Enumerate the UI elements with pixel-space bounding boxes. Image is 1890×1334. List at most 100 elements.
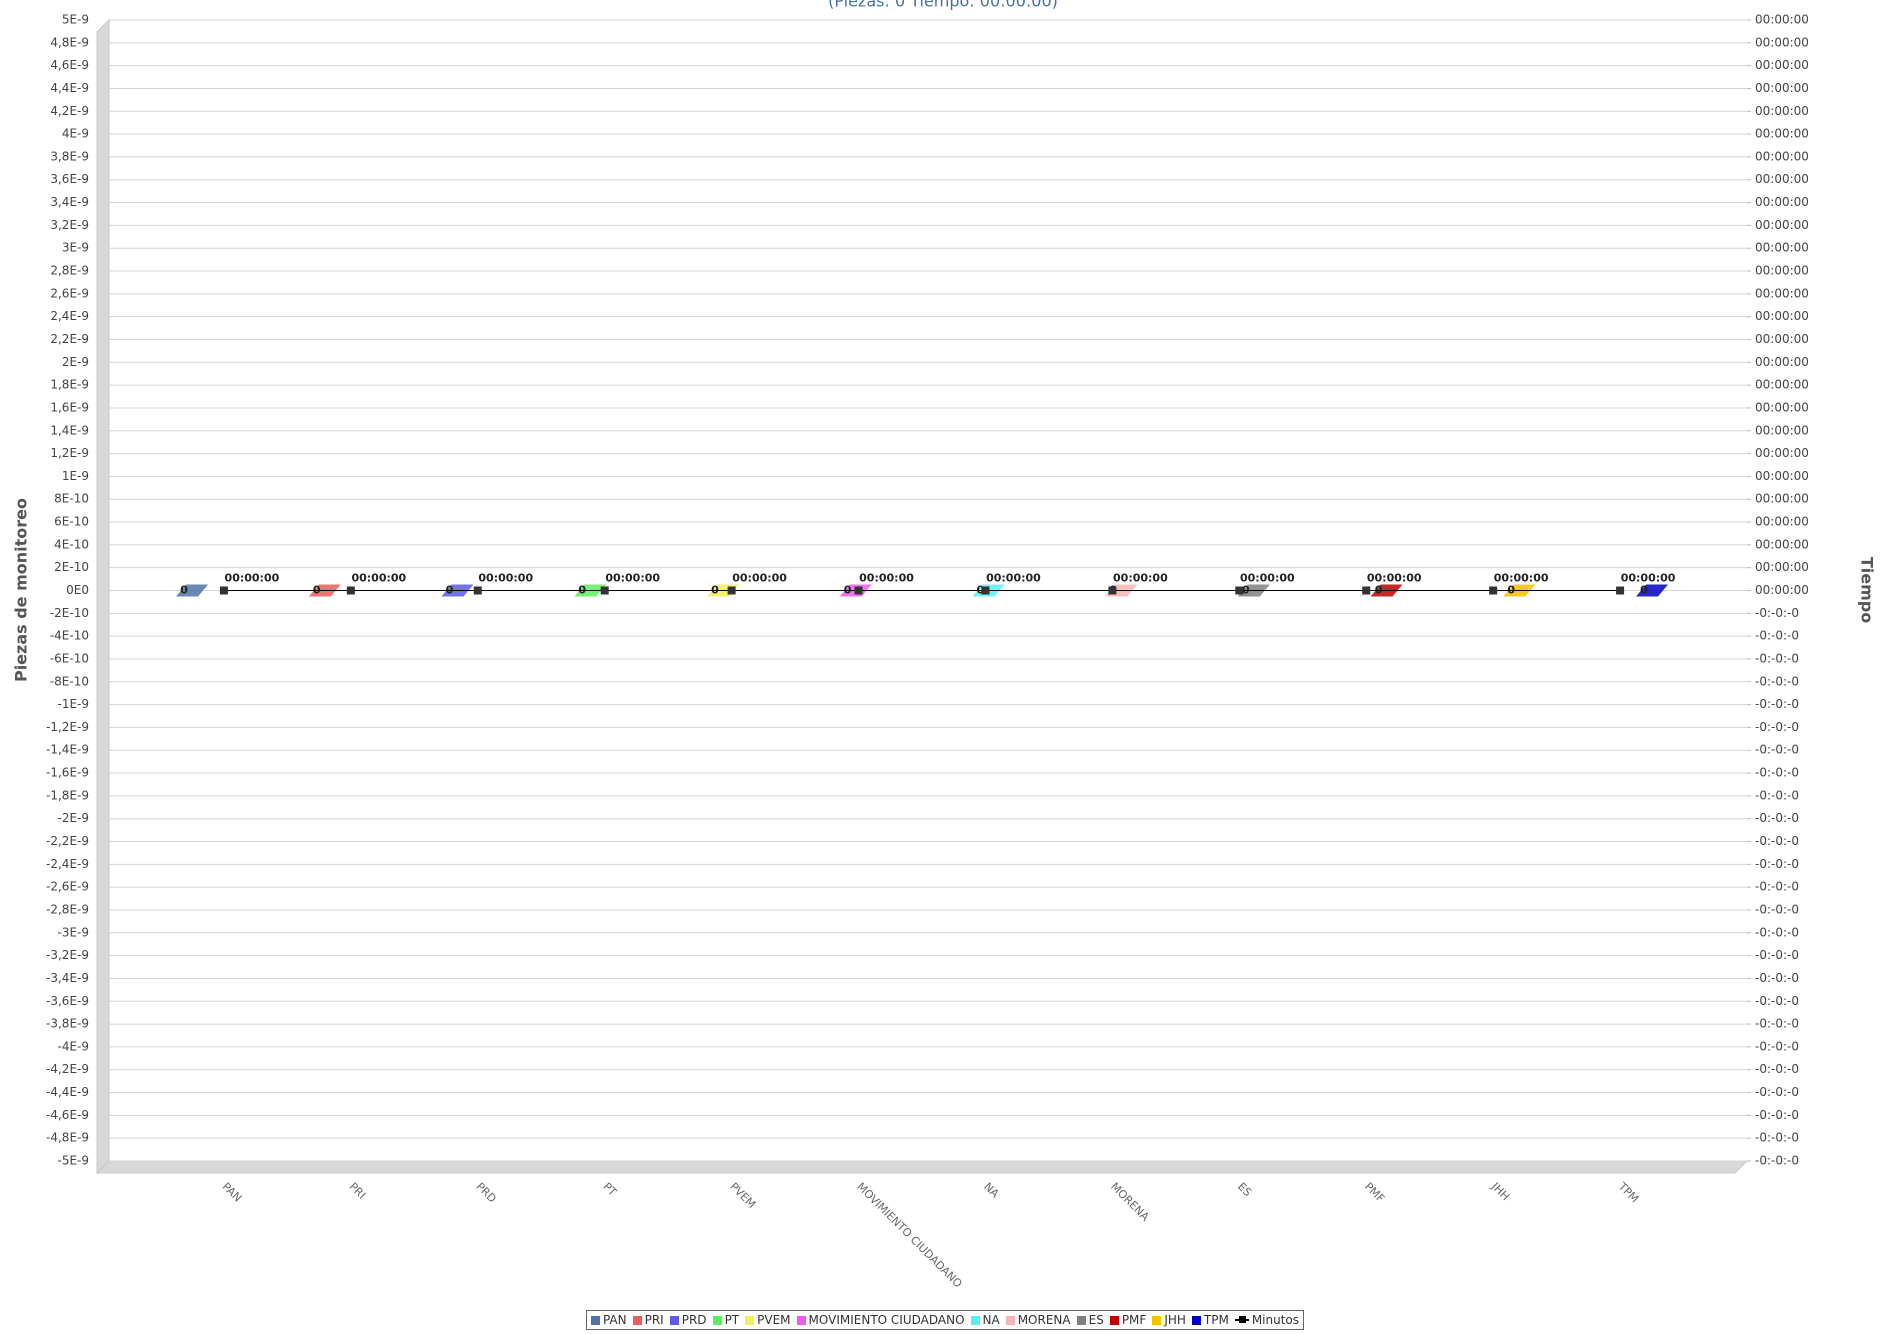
y2-tick-label: 00:00:00 [1755, 309, 1809, 323]
legend-swatch [1076, 1315, 1086, 1325]
y-tick-label: 2,8E-9 [50, 264, 89, 278]
y-tick-label: 1,4E-9 [50, 423, 89, 437]
legend-label: Minutos [1251, 1313, 1300, 1327]
y2-tick-label: -0:-0:-0 [1755, 834, 1799, 848]
y-tick-label: 4,2E-9 [50, 104, 89, 118]
legend-item[interactable]: MORENA [1005, 1313, 1071, 1327]
y-tick-label: -2,4E-9 [46, 857, 89, 871]
y2-tick-label: -0:-0:-0 [1755, 1062, 1799, 1076]
y-tick-label: 3,2E-9 [50, 218, 89, 232]
data-label: 00:00:00 [478, 572, 533, 585]
y2-tick-label: -0:-0:-0 [1755, 1154, 1799, 1168]
data-label: 0 [1640, 584, 1648, 597]
y2-tick-label: 00:00:00 [1755, 400, 1809, 414]
legend-swatch [796, 1315, 806, 1325]
chart: (Piezas: 0 Tiempo: 00:00:00) Piezas de m… [12, 0, 1877, 1291]
y-tick-label: 2E-9 [62, 355, 89, 369]
y2-tick-label: -0:-0:-0 [1755, 902, 1799, 916]
y-tick-label: 8E-10 [54, 492, 89, 506]
legend-item[interactable]: PAN [590, 1313, 627, 1327]
legend-item[interactable]: Minutos [1234, 1313, 1300, 1327]
legend-item[interactable]: PMF [1109, 1313, 1146, 1327]
line-marker [981, 586, 990, 595]
legend-swatch [632, 1315, 642, 1325]
left-wall [96, 18, 110, 1175]
floor [95, 1160, 1749, 1174]
y-tick-label: -4E-9 [57, 1039, 89, 1053]
x-tick-label: PVEM [727, 1180, 758, 1211]
legend-item[interactable]: NA [970, 1313, 1000, 1327]
y-tick-label: -2,2E-9 [46, 834, 89, 848]
legend-label: PRD [681, 1313, 707, 1327]
legend-marker [1238, 1316, 1246, 1323]
x-tick-label: PAN [220, 1180, 245, 1205]
legend: PAN PRI PRD PT PVEM MOVIMIENTO CIUDADANO NA MOR… [0, 1310, 1890, 1330]
y2-axis-title: Tiempo [1858, 557, 1877, 623]
y-tick-label: 4,8E-9 [50, 35, 89, 49]
legend-label: JHH [1164, 1313, 1186, 1327]
y2-tick-label: -0:-0:-0 [1755, 1017, 1799, 1031]
legend-item[interactable]: JHH [1152, 1313, 1186, 1327]
legend-label: PT [724, 1313, 740, 1327]
y-tick-label: -3E-9 [57, 925, 89, 939]
legend-item[interactable]: TPM [1191, 1313, 1229, 1327]
legend-item[interactable]: PRI [632, 1313, 664, 1327]
y-tick-label: 1,8E-9 [50, 378, 89, 392]
legend-item[interactable]: PT [712, 1313, 740, 1327]
legend-item[interactable]: ES [1076, 1313, 1104, 1327]
y-tick-label: -2,8E-9 [46, 902, 89, 916]
x-tick-label: MOVIMIENTO CIUDADANO [854, 1180, 965, 1291]
line-marker [854, 586, 863, 595]
x-tick-label: PRD [474, 1180, 499, 1205]
legend-item[interactable]: MOVIMIENTO CIUDADANO [796, 1313, 965, 1327]
y2-tick-label: -0:-0:-0 [1755, 857, 1799, 871]
y2-tick-label: 00:00:00 [1755, 81, 1809, 95]
y-tick-label: 4E-9 [62, 127, 89, 141]
legend-label: TPM [1203, 1313, 1229, 1327]
y2-tick-label: -0:-0:-0 [1755, 1108, 1799, 1122]
y-tick-label: 4,6E-9 [50, 58, 89, 72]
y-tick-label: 4E-10 [54, 537, 89, 551]
y2-tick-label: -0:-0:-0 [1755, 629, 1799, 643]
y-tick-label: -1,2E-9 [46, 720, 89, 734]
y-tick-label: 3,6E-9 [50, 172, 89, 186]
y-tick-label: 2,4E-9 [50, 309, 89, 323]
y2-tick-label: 00:00:00 [1755, 149, 1809, 163]
legend-item[interactable]: PRD [669, 1313, 707, 1327]
line-marker [727, 586, 736, 595]
data-label: 00:00:00 [1240, 572, 1295, 585]
x-tick-label: ES [1235, 1180, 1254, 1199]
legend-label: PVEM [757, 1313, 791, 1327]
data-label: 00:00:00 [986, 572, 1041, 585]
y2-tick-label: 00:00:00 [1755, 423, 1809, 437]
line-marker [1362, 586, 1371, 595]
y-tick-label: -1,6E-9 [46, 766, 89, 780]
y2-tick-label: -0:-0:-0 [1755, 1131, 1799, 1145]
line-marker [1489, 586, 1498, 595]
legend-item[interactable]: PVEM [745, 1313, 791, 1327]
y-tick-label: -4,4E-9 [46, 1085, 89, 1099]
legend-swatch [1152, 1315, 1162, 1325]
data-label: 00:00:00 [859, 572, 914, 585]
y-tick-label: 1,6E-9 [50, 400, 89, 414]
y-tick-label: -1,4E-9 [46, 743, 89, 757]
y2-tick-label: 00:00:00 [1755, 218, 1809, 232]
y-tick-label: 3,8E-9 [50, 149, 89, 163]
y2-tick-label: -0:-0:-0 [1755, 811, 1799, 825]
legend-label: PAN [602, 1313, 627, 1327]
line-marker [600, 586, 609, 595]
y-tick-label: 1E-9 [62, 469, 89, 483]
y2-tick-label: 00:00:00 [1755, 58, 1809, 72]
y-tick-label: -3,2E-9 [46, 948, 89, 962]
y2-tick-label: -0:-0:-0 [1755, 720, 1799, 734]
y2-tick-label: 00:00:00 [1755, 332, 1809, 346]
y-tick-label: -4E-10 [50, 629, 89, 643]
y2-tick-label: 00:00:00 [1755, 492, 1809, 506]
y-tick-label: 2,6E-9 [50, 286, 89, 300]
legend-swatch [712, 1315, 722, 1325]
y2-tick-label: -0:-0:-0 [1755, 948, 1799, 962]
y2-tick-label: 00:00:00 [1755, 195, 1809, 209]
y-tick-label: 4,4E-9 [50, 81, 89, 95]
y-axis-title: Piezas de monitoreo [12, 498, 31, 682]
